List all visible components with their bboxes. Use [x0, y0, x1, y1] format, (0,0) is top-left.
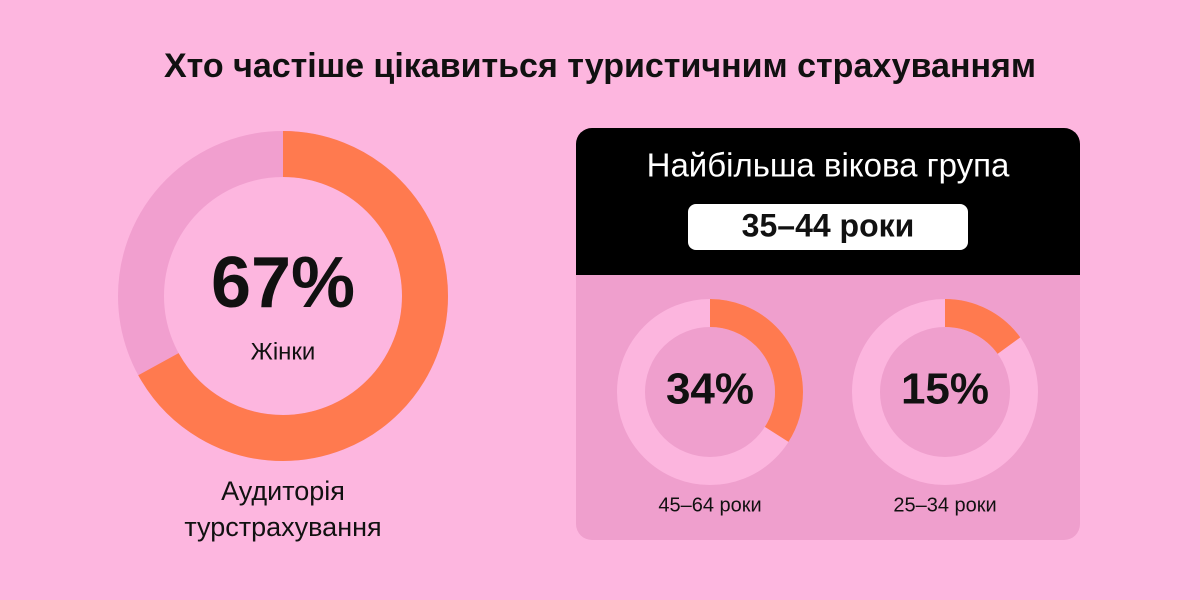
donut-value-label: 15%: [901, 365, 989, 414]
highlight-value: 35–44 роки: [742, 207, 915, 243]
donut-caption: 25–34 роки: [893, 494, 996, 516]
donut-label: Жінки: [251, 338, 316, 365]
donut-value-label: 34%: [666, 365, 754, 414]
donut-arc: [118, 131, 448, 461]
highlight-pill: [688, 204, 968, 250]
donut-caption: 45–64 роки: [658, 494, 761, 516]
title: Хто частіше цікавиться туристичним страх…: [164, 47, 1036, 85]
donut-caption: Аудиторія: [221, 476, 345, 506]
donut-arc: [852, 299, 1038, 485]
highlight-title: Найбільша вікова група: [647, 147, 1010, 184]
donut-caption: турстрахування: [184, 512, 381, 542]
donut-value-label: 67%: [211, 243, 355, 323]
donut-arc: [617, 299, 803, 485]
